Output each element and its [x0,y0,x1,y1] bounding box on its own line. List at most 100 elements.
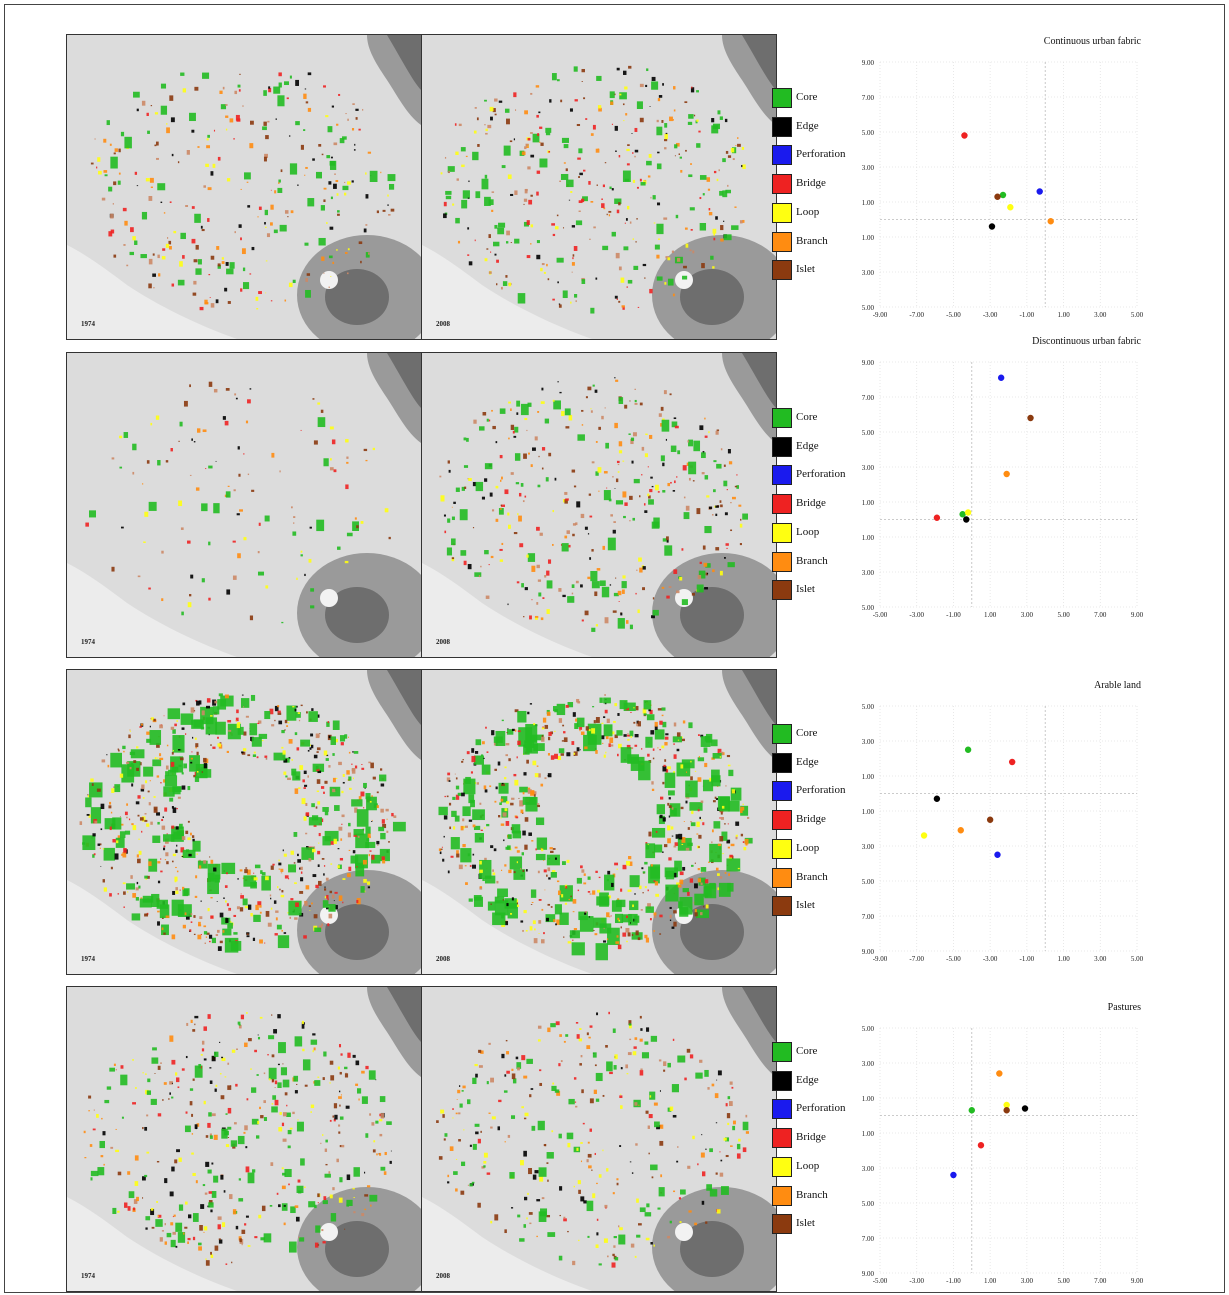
x-tick-label: -3.00 [983,311,998,318]
legend-item-islet: Islet [772,260,872,282]
legend-swatch [772,781,792,802]
legend-label: Bridge [796,813,826,826]
legend-item-branch: Branch [772,551,872,574]
point-core [999,191,1007,199]
legend-item-branch: Branch [772,231,872,254]
chart-title: Discontinuous urban fabric [1032,336,1141,347]
legend-label: Loop [796,205,820,218]
map-1974-continuous-urban: 1974 [66,34,422,340]
x-tick-label: 3.00 [1021,611,1034,618]
x-tick-label: 9.00 [1131,1277,1144,1284]
chart-title: Arable land [1094,680,1141,691]
legend-item-islet: Islet [772,580,872,602]
legend-label: Core [796,91,818,103]
landscape-patches [85,381,391,624]
x-tick-label: -5.00 [946,955,961,962]
x-tick-label: -1.00 [946,611,961,618]
point-core [964,746,972,753]
point-loop [964,509,972,516]
legend-label: Loop [796,1159,820,1172]
legend-swatch [772,867,792,888]
crater-lake [675,1223,693,1241]
point-branch [1003,470,1010,478]
legend-swatch [772,174,792,195]
y-tick-label: 1.00 [862,499,875,507]
legend-label: Loop [796,841,820,854]
crater-lake [320,589,338,607]
legend-item-loop: Loop [772,202,872,225]
y-tick-label: 9.00 [862,59,875,67]
y-tick-label: -3.00 [862,843,874,851]
x-tick-label: 5.00 [1057,611,1070,618]
sea-area [67,1197,237,1291]
legend-item-branch: Branch [772,1185,872,1208]
legend-swatch [772,436,792,457]
x-tick-label: 5.00 [1131,311,1144,318]
x-tick-label: 3.00 [1094,955,1107,962]
map-2008-arable-land: 2008 [421,669,777,975]
sea-area [422,1197,592,1291]
y-tick-label: 7.00 [862,394,875,402]
point-loop [920,832,928,839]
chart-grid [879,1027,1138,1274]
x-tick-label: 1.00 [984,1277,997,1284]
crater-lake [675,271,693,289]
legend-item-perforation: Perforation [772,781,872,803]
hill-peak [742,35,776,90]
volcano-inner [680,904,744,960]
legend-label: Branch [796,554,828,567]
legend-item-edge: Edge [772,116,872,139]
y-tick-label: 3.00 [862,738,875,746]
landscape-patches [90,72,396,311]
legend-item-islet: Islet [772,896,872,918]
legend-swatch [772,1070,792,1091]
y-tick-label: -1.00 [862,234,874,242]
y-tick-label: 3.00 [862,164,875,172]
legend-swatch [772,145,792,166]
legend-label: Bridge [796,1131,826,1144]
x-tick-label: -3.00 [909,1277,924,1284]
legend-swatch [772,896,792,917]
y-tick-label: -5.00 [862,878,874,886]
hill-peak [387,987,421,1042]
y-tick-label: -1.00 [862,534,874,542]
map-2008-continuous-urban: 2008 [421,34,777,340]
legend-item-core: Core [772,724,872,746]
y-tick-label: -5.00 [862,304,874,312]
hill-peak [742,670,776,725]
x-tick-label: 3.00 [1021,1277,1034,1284]
landscape-patches [436,1011,749,1268]
sea-area [422,245,592,339]
year-label: 2008 [436,1272,450,1280]
legend-label: Core [796,411,818,423]
y-tick-label: -9.00 [862,1270,874,1278]
point-perforation [1036,188,1043,195]
legend-swatch [772,465,792,486]
landscape-patches [79,693,406,953]
point-branch [1047,218,1054,225]
legend-swatch [772,752,792,773]
chart-title: Pastures [1108,1002,1141,1013]
sea-area [422,563,592,657]
legend-swatch [772,1214,792,1235]
legend-swatch [772,1185,792,1206]
y-tick-label: -1.00 [862,808,874,816]
legend-swatch [772,88,792,108]
y-tick-label: -7.00 [862,1235,874,1243]
point-perforation [994,851,1001,858]
point-edge [963,516,970,523]
point-islet [1003,1107,1010,1114]
legend-label: Perforation [796,784,846,797]
point-edge [1021,1105,1029,1112]
legend-swatch [772,1128,792,1149]
point-core [968,1107,975,1114]
volcano-inner [325,904,389,960]
chart-grid [879,361,1138,608]
x-tick-label: 1.00 [1057,955,1070,962]
chart-grid [879,705,1138,952]
x-tick-label: -3.00 [909,611,924,618]
legend-swatch [772,231,792,252]
y-tick-label: -3.00 [862,569,874,577]
x-tick-label: 1.00 [1057,311,1070,318]
legend-item-loop: Loop [772,1156,872,1179]
